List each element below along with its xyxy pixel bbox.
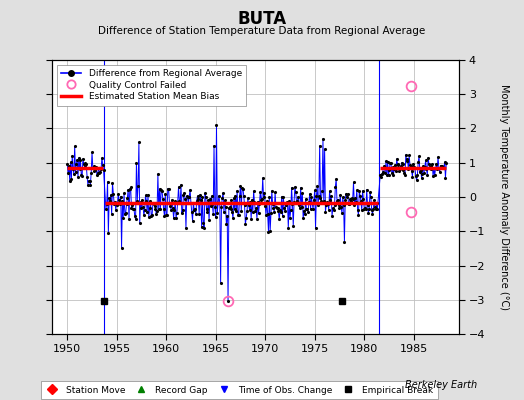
Legend: Station Move, Record Gap, Time of Obs. Change, Empirical Break: Station Move, Record Gap, Time of Obs. C… [41, 381, 438, 399]
Text: Berkeley Earth: Berkeley Earth [405, 380, 477, 390]
Text: BUTA: BUTA [237, 10, 287, 28]
Text: Difference of Station Temperature Data from Regional Average: Difference of Station Temperature Data f… [99, 26, 425, 36]
Y-axis label: Monthly Temperature Anomaly Difference (°C): Monthly Temperature Anomaly Difference (… [499, 84, 509, 310]
